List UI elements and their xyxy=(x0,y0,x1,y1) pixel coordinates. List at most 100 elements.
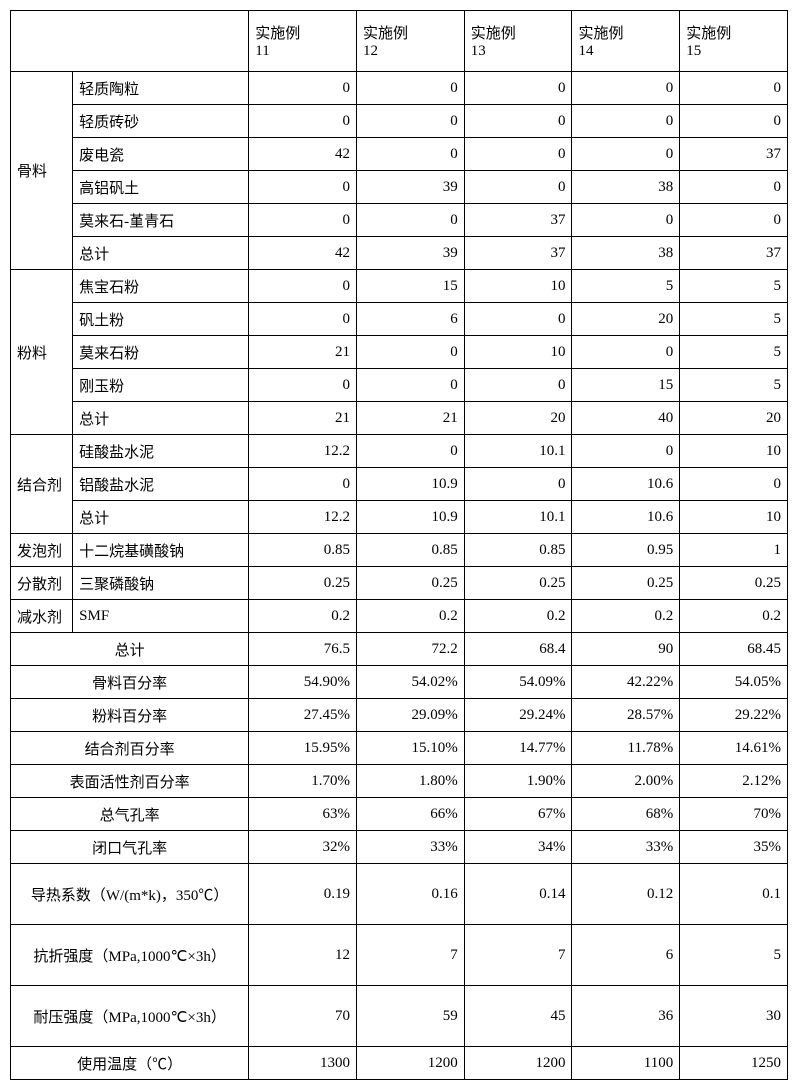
cell: 38 xyxy=(572,171,680,204)
summary-cell: 54.02% xyxy=(357,666,465,699)
summary-cell: 90 xyxy=(572,633,680,666)
row-label: 莫来石-堇青石 xyxy=(73,204,249,237)
cell: 0 xyxy=(680,72,788,105)
summary-cell: 29.24% xyxy=(464,699,572,732)
cell: 0.95 xyxy=(572,534,680,567)
cell: 0 xyxy=(680,105,788,138)
summary-cell: 7 xyxy=(357,925,465,986)
cell: 37 xyxy=(680,237,788,270)
cell: 42 xyxy=(249,237,357,270)
summary-cell: 33% xyxy=(572,831,680,864)
summary-cell: 6 xyxy=(572,925,680,986)
cell: 10 xyxy=(680,435,788,468)
cell: 0.85 xyxy=(464,534,572,567)
cell: 0 xyxy=(464,303,572,336)
summary-label-10: 使用温度（℃） xyxy=(11,1047,249,1080)
summary-cell: 68% xyxy=(572,798,680,831)
cell: 0 xyxy=(357,138,465,171)
summary-cell: 14.77% xyxy=(464,732,572,765)
cell: 5 xyxy=(572,270,680,303)
summary-cell: 68.4 xyxy=(464,633,572,666)
summary-cell: 29.09% xyxy=(357,699,465,732)
group-1: 粉料 xyxy=(11,270,73,435)
cell: 0.2 xyxy=(249,600,357,633)
cell: 0 xyxy=(357,105,465,138)
cell: 5 xyxy=(680,270,788,303)
cell: 0.2 xyxy=(572,600,680,633)
cell: 0 xyxy=(464,138,572,171)
cell: 0 xyxy=(249,270,357,303)
summary-cell: 36 xyxy=(572,986,680,1047)
cell: 5 xyxy=(680,369,788,402)
summary-label-9: 耐压强度（MPa,1000℃×3h） xyxy=(11,986,249,1047)
cell: 5 xyxy=(680,303,788,336)
row-label: 废电瓷 xyxy=(73,138,249,171)
row-label: SMF xyxy=(73,600,249,633)
summary-cell: 12 xyxy=(249,925,357,986)
cell: 0 xyxy=(464,72,572,105)
row-label: 十二烷基磺酸钠 xyxy=(73,534,249,567)
summary-cell: 1100 xyxy=(572,1047,680,1080)
row-label: 三聚磷酸钠 xyxy=(73,567,249,600)
cell: 15 xyxy=(572,369,680,402)
cell: 0.85 xyxy=(249,534,357,567)
cell: 0 xyxy=(357,435,465,468)
summary-label-8: 抗折强度（MPa,1000℃×3h） xyxy=(11,925,249,986)
cell: 21 xyxy=(357,402,465,435)
summary-cell: 28.57% xyxy=(572,699,680,732)
row-label: 焦宝石粉 xyxy=(73,270,249,303)
cell: 0 xyxy=(464,171,572,204)
summary-label-2: 粉料百分率 xyxy=(11,699,249,732)
cell: 20 xyxy=(572,303,680,336)
cell: 0 xyxy=(357,336,465,369)
cell: 0.25 xyxy=(464,567,572,600)
summary-cell: 54.90% xyxy=(249,666,357,699)
cell: 10.9 xyxy=(357,501,465,534)
summary-label-7: 导热系数（W/(m*k)，350℃） xyxy=(11,864,249,925)
cell: 37 xyxy=(464,204,572,237)
cell: 0.25 xyxy=(357,567,465,600)
cell: 39 xyxy=(357,171,465,204)
summary-cell: 70 xyxy=(249,986,357,1047)
cell: 0.25 xyxy=(680,567,788,600)
cell: 20 xyxy=(464,402,572,435)
summary-cell: 54.05% xyxy=(680,666,788,699)
group-5: 减水剂 xyxy=(11,600,73,633)
row-label: 轻质砖砂 xyxy=(73,105,249,138)
cell: 37 xyxy=(464,237,572,270)
row-label: 硅酸盐水泥 xyxy=(73,435,249,468)
cell: 0 xyxy=(680,468,788,501)
row-label: 矾土粉 xyxy=(73,303,249,336)
cell: 1 xyxy=(680,534,788,567)
summary-cell: 5 xyxy=(680,925,788,986)
cell: 10.6 xyxy=(572,468,680,501)
cell: 15 xyxy=(357,270,465,303)
group-0: 骨料 xyxy=(11,72,73,270)
summary-cell: 15.10% xyxy=(357,732,465,765)
summary-label-0: 总计 xyxy=(11,633,249,666)
row-label: 高铝矾土 xyxy=(73,171,249,204)
cell: 40 xyxy=(572,402,680,435)
row-label: 总计 xyxy=(73,501,249,534)
summary-cell: 0.19 xyxy=(249,864,357,925)
summary-cell: 70% xyxy=(680,798,788,831)
cell: 0 xyxy=(249,303,357,336)
summary-cell: 76.5 xyxy=(249,633,357,666)
cell: 0 xyxy=(357,204,465,237)
summary-cell: 14.61% xyxy=(680,732,788,765)
cell: 42 xyxy=(249,138,357,171)
summary-cell: 1300 xyxy=(249,1047,357,1080)
row-label: 轻质陶粒 xyxy=(73,72,249,105)
summary-cell: 1.90% xyxy=(464,765,572,798)
cell: 5 xyxy=(680,336,788,369)
cell: 0 xyxy=(249,204,357,237)
cell: 10.6 xyxy=(572,501,680,534)
summary-cell: 34% xyxy=(464,831,572,864)
cell: 6 xyxy=(357,303,465,336)
cell: 0 xyxy=(249,72,357,105)
cell: 10 xyxy=(680,501,788,534)
row-label: 总计 xyxy=(73,237,249,270)
summary-label-6: 闭口气孔率 xyxy=(11,831,249,864)
summary-cell: 30 xyxy=(680,986,788,1047)
summary-cell: 11.78% xyxy=(572,732,680,765)
